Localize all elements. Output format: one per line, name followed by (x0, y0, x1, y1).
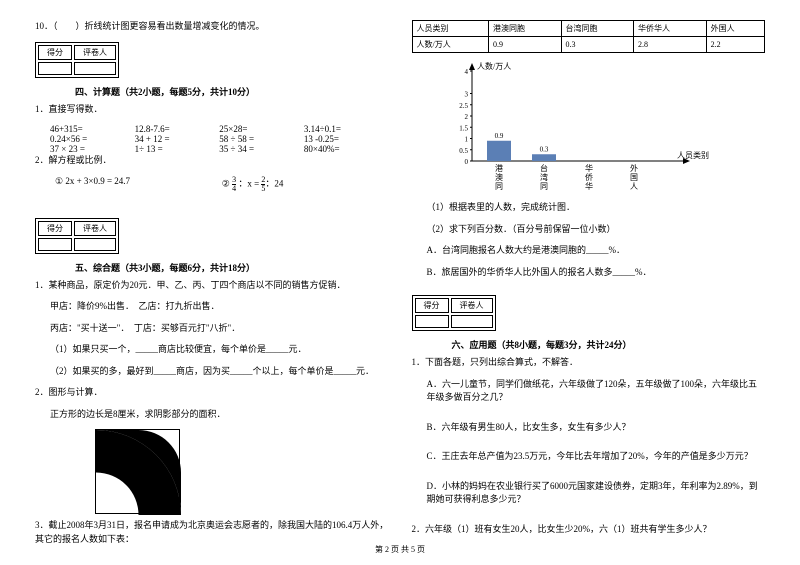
q5-1a: 甲店：降价9%出售． 乙店：打九折出售． (35, 300, 389, 314)
bar-chart: 432.521.510.50人数/万人人员类别0.9港澳同胞0.3台湾同胞华侨华… (442, 61, 722, 191)
q6-1a: A．六一儿童节，同学们做纸花，六年级做了120朵，五年级做了100朵，六年级比五… (412, 378, 766, 405)
svg-text:1: 1 (464, 136, 468, 144)
svg-text:侨: 侨 (585, 172, 593, 182)
calc-row: 46+315=12.8-7.6=25×28=3.14÷0.1= (35, 124, 389, 134)
q5-3a: （1）根据表里的人数，完成统计图． (412, 201, 766, 215)
svg-text:0.9: 0.9 (494, 132, 503, 140)
q6-1d: D．小林的妈妈在农业银行买了6000元国家建设债券，定期3年，年利率为2.89%… (412, 480, 766, 507)
svg-text:4: 4 (464, 68, 468, 76)
q4-1: 1．直接写得数． (35, 103, 389, 117)
calc-row: 0.24×56 =34 + 12 =58 ÷ 58 =13 -0.25= (35, 134, 389, 144)
equation-row: ① 2x + 3×0.9 = 24.7 ② 34 ：x = 25：24 (35, 176, 389, 193)
svg-text:澳: 澳 (495, 172, 503, 182)
q5-3: 3．截止2008年3月31日，报名申请成为北京奥运会志愿者的，除我国大陆的106… (35, 519, 389, 546)
svg-text:0: 0 (464, 158, 468, 166)
svg-text:胞: 胞 (495, 190, 503, 191)
score-label: 得分 (38, 45, 72, 60)
q5-1d: （2）如果买的多，最好到_____商店，因为买_____个以上，每个单价是___… (35, 365, 389, 379)
svg-text:胞: 胞 (540, 190, 548, 191)
score-box-4: 得分评卷人 (35, 42, 119, 78)
data-table: 人员类别港澳同胞台湾同胞华侨华人外国人 人数/万人0.90.32.82.2 (412, 20, 766, 53)
q6-1b: B．六年级有男生80人，比女生多，女生有多少人？ (412, 421, 766, 435)
svg-text:外: 外 (630, 163, 638, 173)
q5-1b: 丙店："买十送一"． 丁店：买够百元打"八折"． (35, 322, 389, 336)
score-box-6: 得分评卷人 (412, 295, 496, 331)
svg-text:港: 港 (495, 163, 503, 173)
svg-text:人员类别: 人员类别 (677, 150, 709, 160)
svg-text:2: 2 (464, 113, 468, 121)
q5-3b: （2）求下列百分数．（百分号前保留一位小数） (412, 223, 766, 237)
svg-text:华: 华 (585, 163, 593, 173)
svg-text:2.5: 2.5 (459, 102, 468, 110)
q5-1c: （1）如果只买一个，_____商店比较便宜，每个单价是_____元． (35, 343, 389, 357)
svg-text:同: 同 (495, 182, 503, 191)
svg-text:华: 华 (585, 181, 593, 191)
q6-2: 2．六年级（1）班有女生20人，比女生少20%，六（1）班共有学生多少人？ (412, 523, 766, 537)
q5-2a: 正方形的边长是8厘米，求阴影部分的面积． (35, 408, 389, 422)
svg-text:国: 国 (630, 173, 638, 182)
question-10: 10．（ ）折线统计图更容易看出数量增减变化的情况。 (35, 20, 389, 34)
svg-text:0.3: 0.3 (539, 145, 548, 153)
eq-1: ① 2x + 3×0.9 = 24.7 (55, 176, 222, 193)
q4-2: 2．解方程或比例． (35, 154, 389, 168)
section-4-title: 四、计算题（共2小题，每题5分，共计10分） (75, 85, 389, 98)
q5-1: 1．某种商品，原定价为20元．甲、乙、丙、丁四个商店以不同的销售方促销． (35, 279, 389, 293)
svg-text:0.5: 0.5 (459, 147, 468, 155)
svg-text:人: 人 (630, 182, 638, 191)
svg-text:同: 同 (540, 182, 548, 191)
svg-text:1.5: 1.5 (459, 124, 468, 132)
page-footer: 第 2 页 共 5 页 (0, 544, 800, 555)
q6-1: 1．下面各题，只列出综合算式，不解答． (412, 356, 766, 370)
svg-text:台: 台 (540, 163, 548, 173)
svg-text:人数/万人: 人数/万人 (477, 61, 511, 71)
section-6-title: 六、应用题（共8小题，每题3分，共计24分） (452, 338, 766, 351)
score-box-5: 得分评卷人 (35, 218, 119, 254)
section-5-title: 五、综合题（共3小题，每题6分，共计18分） (75, 261, 389, 274)
svg-text:湾: 湾 (540, 172, 548, 182)
q5-3c: A．台湾同胞报名人数大约是港澳同胞的_____%． (412, 244, 766, 258)
reviewer-label: 评卷人 (74, 45, 116, 60)
calc-row: 37 × 23 =1÷ 13 =35 ÷ 34 =80×40%= (35, 144, 389, 154)
geometry-figure (95, 429, 180, 514)
svg-text:3: 3 (464, 91, 468, 99)
q6-1c: C．王庄去年总产值为23.5万元，今年比去年增加了20%，今年的产值是多少万元？ (412, 450, 766, 464)
q5-3d: B．旅居国外的华侨华人比外国人的报名人数多_____%． (412, 266, 766, 280)
eq-2: ② 34 ：x = 25：24 (222, 176, 389, 193)
q5-2: 2．图形与计算． (35, 386, 389, 400)
